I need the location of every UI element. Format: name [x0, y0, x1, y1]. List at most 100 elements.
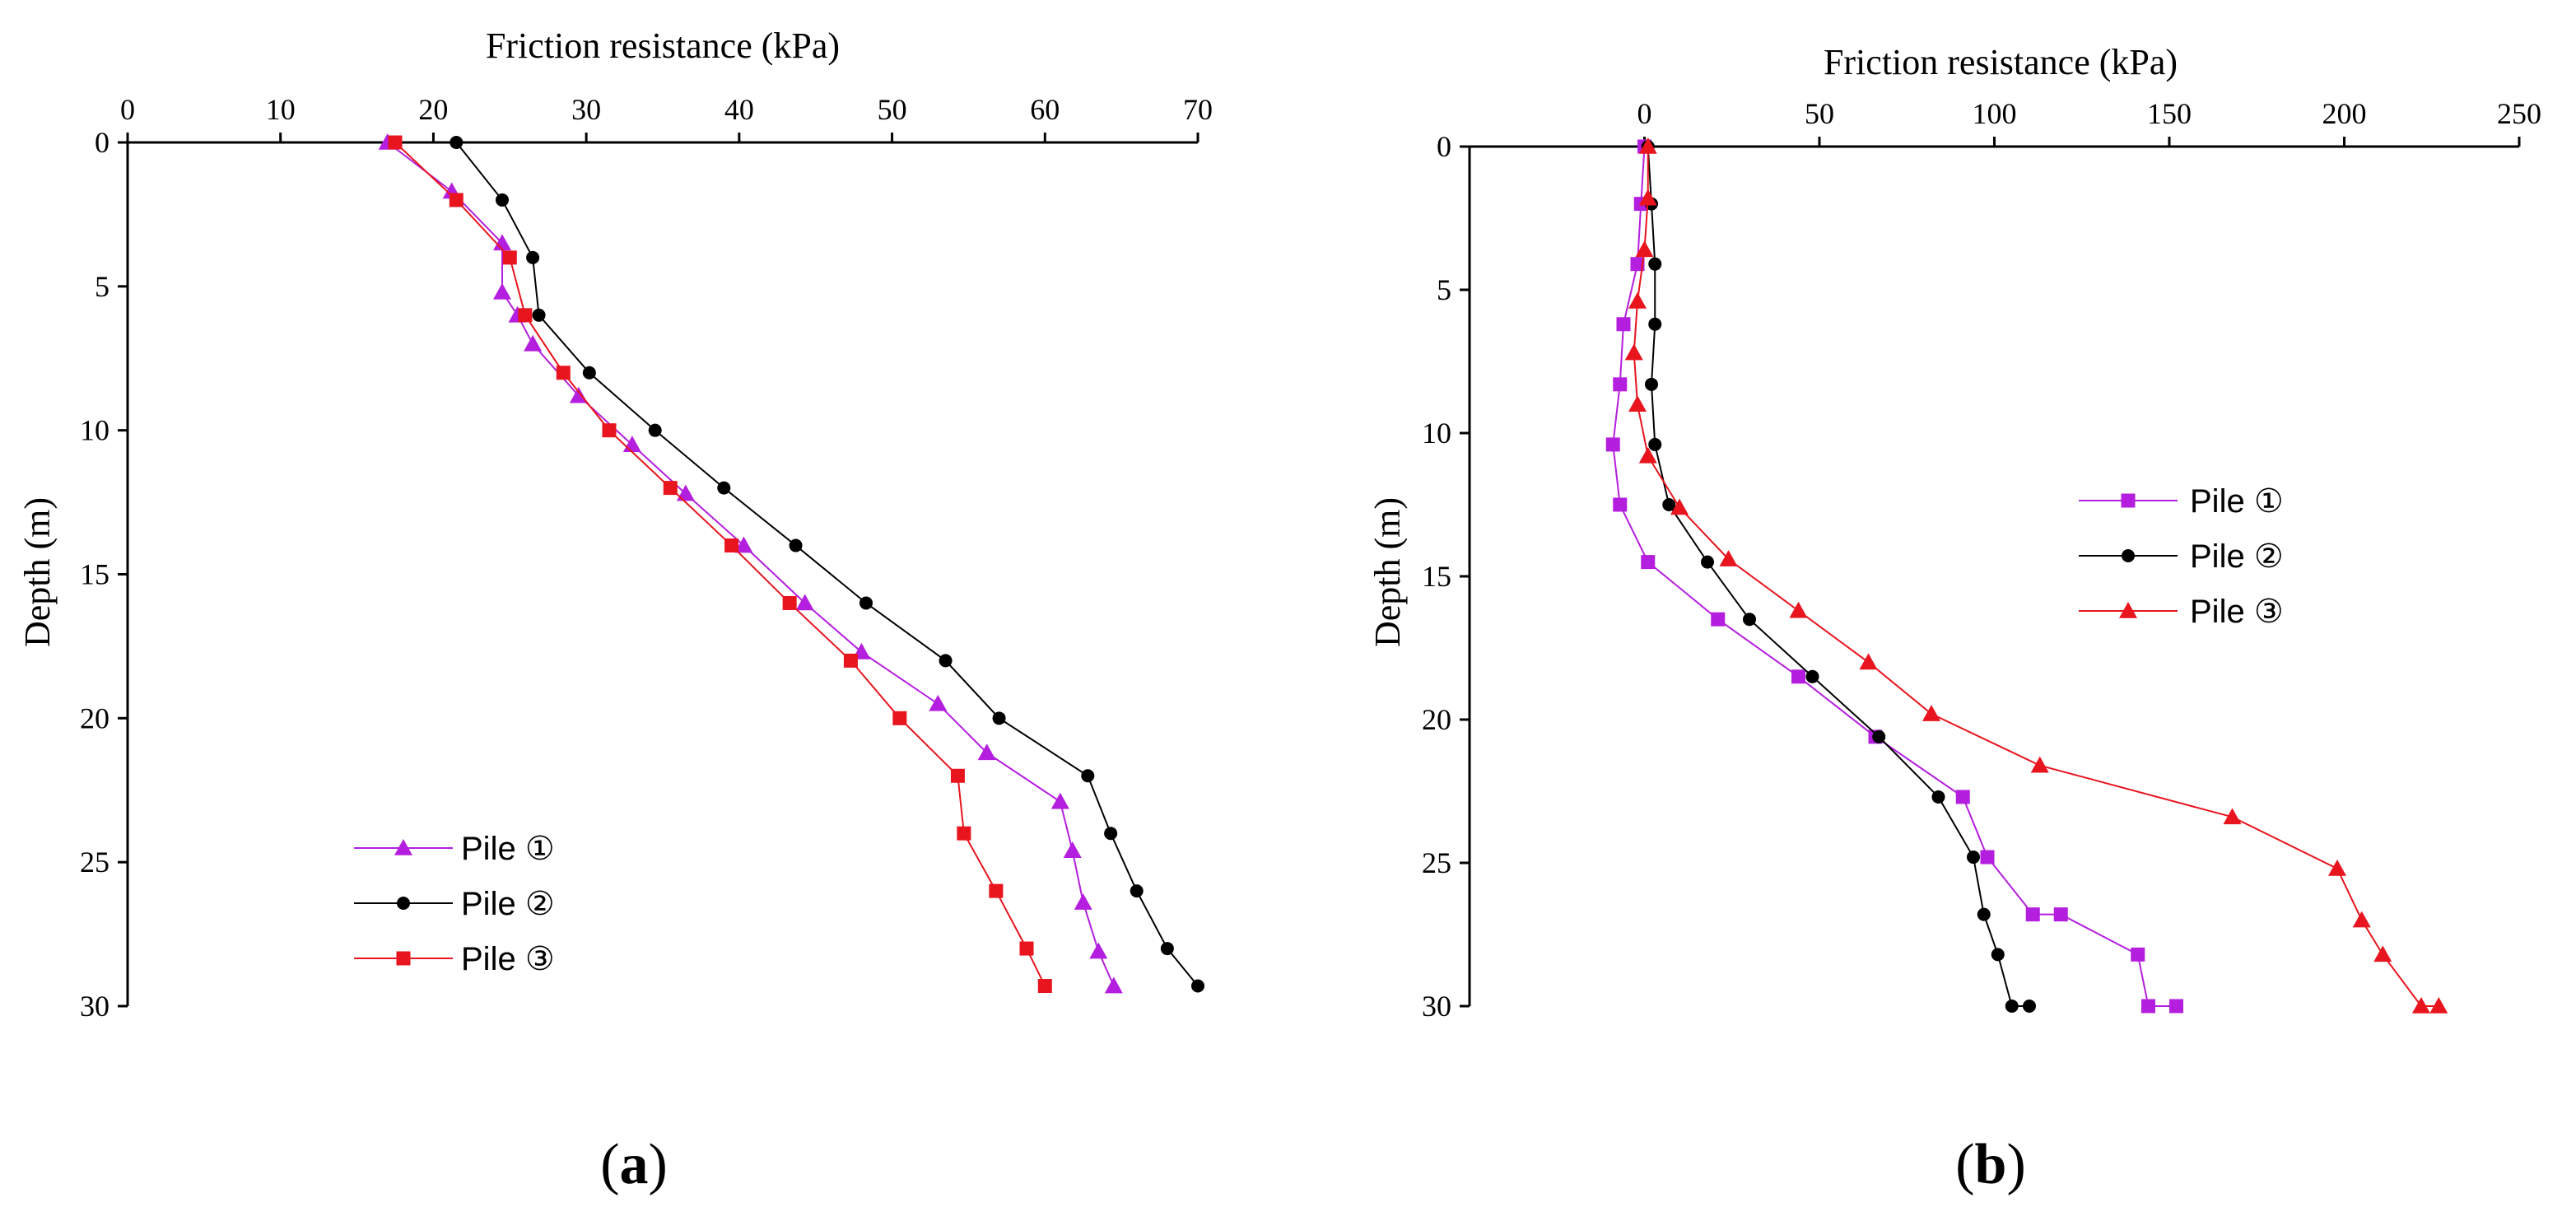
chart-b-series-3-line	[1633, 147, 2439, 1007]
chart-a-series-2-point	[496, 193, 509, 207]
chart-b-series-3-point	[1638, 446, 1657, 464]
chart-b: Friction resistance (kPa) Depth (m) 0 5 0 1…	[1367, 42, 2541, 1196]
chart-b-series-1-point	[1955, 790, 1970, 804]
chart-a-series-2-point	[939, 654, 953, 668]
chart-a-series-1-point	[795, 594, 814, 611]
chart-a-series-2-point	[450, 136, 463, 149]
chart-b-series-3-point	[2373, 945, 2392, 962]
chart-b-y-tick-label: 0	[1437, 130, 1451, 163]
chart-b-series-3-point	[2223, 808, 2242, 825]
chart-b-series-3-point	[1638, 137, 1657, 154]
chart-b-series-3-point	[1789, 601, 1808, 618]
chart-a-series-3-line	[394, 142, 1046, 986]
chart-a-series-3-point	[892, 711, 907, 725]
chart-a-series-1-point	[524, 334, 543, 352]
chart-a-series-3-point	[518, 308, 533, 323]
chart-b-series-2-point	[1662, 498, 1676, 511]
chart-b-legend-label: Pile ③	[2190, 594, 2284, 630]
chart-b-series-2-point	[1743, 613, 1756, 627]
chart-a-series-1-point	[929, 694, 948, 711]
chart-a-x-tick-label: 30	[571, 93, 601, 126]
chart-a-x-tick-label: 0	[120, 93, 135, 126]
chart-a-xlabel: Friction resistance (kPa)	[486, 26, 840, 66]
chart-b-series-2-point	[1805, 669, 1819, 683]
chart-b-series-3-point	[1922, 705, 1940, 721]
chart-b-series-3-point	[1638, 189, 1657, 206]
chart-a-legend-label: Pile ③	[461, 941, 555, 977]
chart-a-x-tick-label: 40	[724, 93, 754, 126]
chart-a-legend-label: Pile ②	[461, 886, 555, 922]
chart-b-series-1-point	[1630, 257, 1645, 272]
chart-b-series-2-point	[2005, 1000, 2019, 1013]
chart-a-series-2	[450, 136, 1204, 993]
chart-b-y-tick-label: 15	[1422, 560, 1451, 593]
chart-a-y-tick-label: 15	[80, 558, 109, 591]
chart-b-series-2-point	[1931, 790, 1945, 804]
chart-a-series-2-point	[859, 596, 873, 610]
chart-b-series-1-point	[1605, 437, 1620, 452]
chart-b-series-1-point	[1641, 555, 1656, 570]
chart-a-series-3-point	[724, 538, 739, 553]
chart-b-series-1-point	[1980, 850, 1995, 864]
chart-a-series-3-point	[843, 653, 858, 668]
chart-b-xlabel: Friction resistance (kPa)	[1824, 42, 2178, 82]
chart-b-y-tick-label: 20	[1422, 703, 1451, 736]
chart-b-y-tick-label: 10	[1422, 417, 1451, 450]
chart-b-y-tick-label: 5	[1437, 273, 1451, 306]
chart-a-series-2-point	[648, 423, 662, 437]
chart-a-y-tick-label: 20	[80, 701, 109, 734]
chart-a-series-3-point	[502, 250, 517, 265]
chart-a-series-2-line	[455, 142, 1199, 987]
chart-b-ylabel: Depth (m)	[1367, 497, 1408, 647]
chart-b-legend-marker	[2122, 549, 2135, 562]
chart-a-legend-marker	[394, 839, 412, 855]
chart-a-series-1-point	[1104, 976, 1123, 994]
chart-b-series-2-point	[1648, 437, 1662, 451]
chart-a-series-3-point	[957, 826, 971, 841]
chart-b-y-tick-label: 30	[1422, 990, 1451, 1023]
chart-b-series-2-point	[1645, 377, 1658, 391]
chart-b-x-tick-label: 100	[1973, 97, 2017, 130]
chart-b-series-2-point	[1701, 555, 1714, 569]
chart-b-series-3	[1624, 137, 2448, 1014]
chart-a-series-3-point	[950, 768, 965, 783]
chart-b-y-tick-label: 25	[1422, 846, 1451, 879]
chart-b-series-3-point	[1624, 343, 1643, 361]
chart-b-series-2-point	[1977, 907, 1991, 921]
chart-a-series-3-point	[602, 423, 617, 438]
chart-b-x-tick-label: 0	[1637, 97, 1652, 130]
chart-b-x-tick-label: 250	[2497, 97, 2541, 130]
chart-b-legend: Pile ① Pile ② Pile ③	[2079, 483, 2284, 630]
chart-a-series-2-point	[717, 481, 731, 495]
chart-b-series-3-point	[1635, 240, 1654, 258]
chart-a-series-1-point	[1074, 893, 1092, 910]
chart-a-legend-marker	[397, 897, 410, 910]
chart-b-series-1-point	[2169, 999, 2183, 1014]
chart-b-series-3-point	[1628, 291, 1647, 309]
chart-a-series-3-point	[989, 883, 1004, 898]
chart-b-series-1-point	[2025, 907, 2040, 922]
chart-b-series-1	[1605, 139, 2183, 1014]
chart-b-series-2-point	[1648, 317, 1662, 331]
chart-a-y-tick-label: 0	[95, 126, 109, 159]
chart-b-series-2-point	[1967, 851, 1980, 864]
chart-b-legend-marker	[2121, 493, 2136, 508]
chart-a: Friction resistance (kPa) Depth (m) 0 10 2…	[17, 26, 1213, 1196]
chart-b-series-1-point	[1613, 377, 1628, 392]
chart-a-x-tick-label: 60	[1030, 93, 1060, 126]
chart-a-y-tick-label: 25	[80, 846, 109, 878]
chart-a-x-tick-label: 20	[418, 93, 448, 126]
chart-a-series-1-point	[1063, 841, 1082, 858]
chart-b-series-3-point	[2030, 756, 2049, 773]
chart-b-series-3-point	[2352, 911, 2371, 928]
chart-a-series-1-point	[493, 234, 511, 251]
chart-b-series-1-point	[1791, 669, 1805, 684]
chart-a-series-2-point	[1104, 827, 1118, 841]
chart-a-y-tick-label: 5	[95, 270, 109, 303]
chart-a-series-2-point	[992, 711, 1006, 725]
chart-a-series-1-point	[569, 386, 588, 403]
chart-a-series-1-point	[734, 536, 753, 553]
chart-a-x-tick-label: 70	[1183, 93, 1213, 126]
chart-a-series-3-point	[449, 193, 463, 207]
chart-a-series-2-point	[582, 366, 596, 380]
